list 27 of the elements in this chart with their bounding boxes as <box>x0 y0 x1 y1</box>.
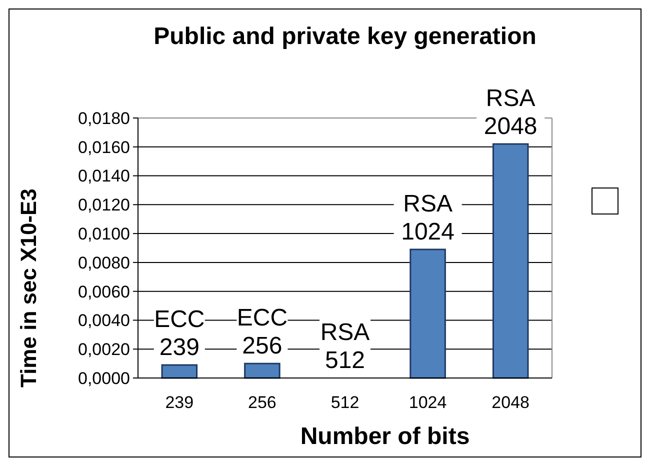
bar <box>244 362 280 379</box>
y-tick-label: 0,0120 <box>78 196 130 215</box>
y-tick-label: 0,0080 <box>78 253 130 272</box>
y-tick-label: 0,0060 <box>78 282 130 302</box>
y-tick-label: 0,0040 <box>78 311 130 330</box>
x-tick-label: 239 <box>165 393 194 412</box>
y-tick-label: 0,0020 <box>78 340 130 360</box>
annotation: RSA 1024 <box>401 190 454 246</box>
bar <box>492 143 529 379</box>
annotation: ECC 256 <box>236 304 288 360</box>
annotation: RSA 2048 <box>484 85 538 140</box>
bar <box>161 364 198 379</box>
y-tick-label: 0,0000 <box>78 368 130 388</box>
y-tick-label: 0,0160 <box>78 138 130 157</box>
x-tick-label: 1024 <box>408 393 447 412</box>
x-tick-label: 256 <box>248 393 276 412</box>
y-tick-label: 0,0140 <box>78 166 130 186</box>
chart-title: Public and private key generation <box>154 23 536 50</box>
x-axis-title: Number of bits <box>300 423 470 450</box>
annotation: ECC 239 <box>154 306 205 361</box>
x-tick-label: 512 <box>330 393 360 412</box>
x-tick-label: 2048 <box>492 393 530 412</box>
bar <box>410 248 446 379</box>
y-axis-title: Time in sec X10-E3 <box>16 188 41 388</box>
y-tick-label: 0,0180 <box>78 108 130 128</box>
annotation: RSA 512 <box>320 319 370 374</box>
y-tick-label: 0,0100 <box>78 224 130 244</box>
